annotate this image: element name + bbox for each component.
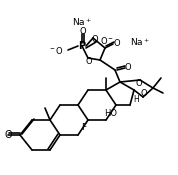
Text: O: O (125, 62, 131, 72)
Text: O: O (86, 57, 92, 65)
Text: O$^-$: O$^-$ (100, 36, 114, 47)
Text: O: O (92, 34, 98, 44)
Text: $^-$O: $^-$O (48, 46, 64, 57)
Text: H: H (133, 96, 139, 104)
Text: Na$^+$: Na$^+$ (72, 16, 92, 28)
Text: O: O (4, 130, 12, 140)
Text: O: O (114, 38, 120, 47)
Text: O: O (136, 79, 142, 88)
Text: O: O (141, 89, 147, 99)
Text: F: F (81, 124, 86, 132)
Text: HO: HO (104, 110, 117, 118)
Text: P: P (78, 41, 86, 51)
Text: O: O (80, 27, 86, 37)
Text: Na$^+$: Na$^+$ (130, 36, 150, 48)
